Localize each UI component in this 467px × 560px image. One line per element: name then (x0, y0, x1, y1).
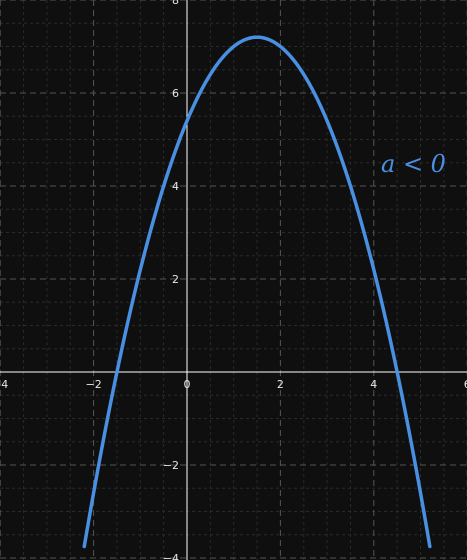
y-tick-label: 2 (172, 273, 179, 286)
x-tick-label: −4 (0, 378, 8, 391)
parabola-series-line (82, 35, 432, 549)
y-tick-label: 4 (172, 180, 179, 193)
x-tick-label: 6 (464, 378, 467, 391)
y-tick-label: 8 (172, 0, 179, 7)
x-tick-label: −2 (85, 378, 101, 391)
y-tick-label: −4 (163, 552, 179, 560)
annotation-a-less-than-zero: a < 0 (381, 150, 446, 178)
x-tick-label: 0 (184, 378, 191, 391)
x-tick-label: 2 (277, 378, 284, 391)
x-tick-label: 4 (370, 378, 377, 391)
series-group (82, 35, 432, 549)
y-tick-label: 6 (172, 87, 179, 100)
y-tick-label: −2 (163, 459, 179, 472)
